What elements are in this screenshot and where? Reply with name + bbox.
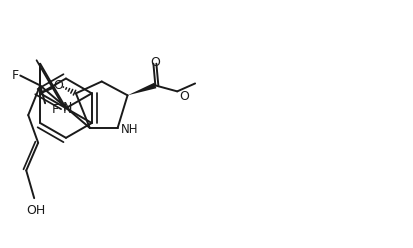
Text: F: F — [12, 69, 19, 82]
Polygon shape — [127, 83, 156, 95]
Text: O: O — [179, 90, 189, 103]
Text: N: N — [62, 101, 71, 114]
Text: N: N — [62, 103, 71, 116]
Text: O: O — [53, 79, 63, 92]
Text: NH: NH — [120, 124, 138, 136]
Text: O: O — [150, 56, 160, 69]
Text: F: F — [51, 103, 59, 116]
Text: OH: OH — [26, 204, 46, 217]
